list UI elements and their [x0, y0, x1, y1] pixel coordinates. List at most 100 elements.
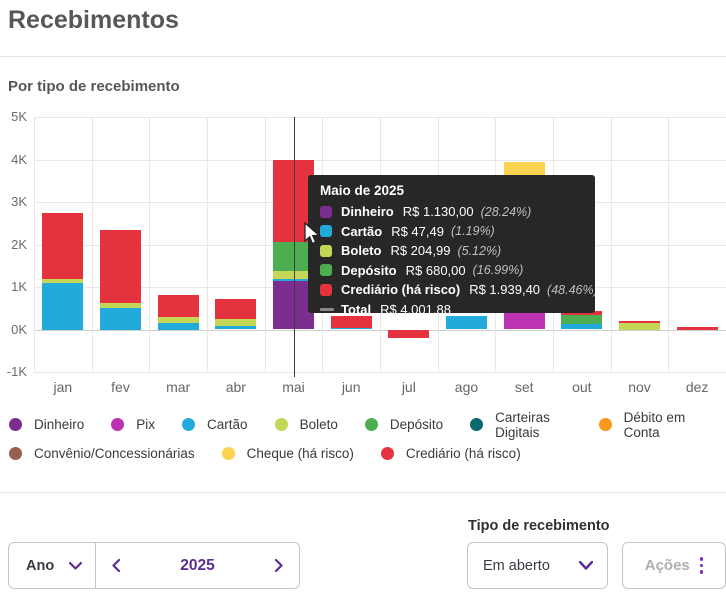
period-type-select[interactable]: Ano: [9, 543, 96, 588]
legend-item[interactable]: Crediário (há risco): [380, 446, 521, 461]
x-axis-month-label: jun: [341, 379, 361, 395]
gridline-v: [264, 117, 266, 372]
legend-row: Convênio/Concessionárias Cheque (há risco…: [0, 439, 726, 468]
bar-segment-fev[interactable]: [100, 302, 141, 309]
legend-color-dot: [598, 418, 612, 431]
legend-item[interactable]: Cartão: [182, 417, 248, 432]
legend-item-label: Cheque (há risco): [246, 446, 354, 461]
legend-item-label: Débito em Conta: [623, 409, 686, 440]
actions-button[interactable]: Ações: [622, 542, 726, 589]
bar-segment-out[interactable]: [561, 324, 603, 330]
tooltip-row: Crediário (há risco) R$ 1.939,40 (48.46%): [320, 280, 595, 300]
gridline-v: [207, 117, 208, 372]
chevron-right-icon[interactable]: [275, 559, 283, 572]
chevron-left-icon[interactable]: [112, 559, 120, 572]
legend-item[interactable]: Boleto: [274, 417, 338, 432]
legend-item[interactable]: Carteiras Digitais: [470, 410, 572, 440]
bar-segment-jun[interactable]: [330, 327, 372, 330]
x-axis-month-label: mai: [282, 379, 305, 395]
series-color-swatch: [320, 244, 332, 257]
tooltip-row: Boleto R$ 204,99 (5.12%): [320, 241, 583, 261]
actions-button-label: Ações: [644, 557, 690, 574]
mouse-cursor-icon: [304, 222, 321, 245]
tooltip-row: Total R$ 4.001,88: [320, 300, 583, 313]
y-axis-tick-label: 5K: [11, 109, 27, 124]
bar-segment-nov[interactable]: [619, 320, 660, 324]
chevron-down-icon: [69, 561, 82, 570]
x-axis-month-label: jan: [53, 379, 73, 395]
tooltip-series-value: R$ 4.001,88: [380, 301, 451, 313]
bar-segment-mar[interactable]: [157, 317, 199, 324]
period-navigator: Ano 2025: [8, 542, 300, 589]
legend-item[interactable]: Pix: [111, 417, 155, 432]
header-divider: [0, 56, 726, 57]
bar-segment-out[interactable]: [561, 311, 603, 316]
y-axis-tick-label: 3K: [11, 194, 27, 209]
bar-segment-abr[interactable]: [215, 318, 257, 326]
bar-segment-jan[interactable]: [42, 282, 84, 330]
kebab-menu-icon: [699, 555, 704, 575]
series-color-swatch: [320, 225, 332, 238]
year-stepper: 2025: [96, 543, 299, 588]
legend-item-label: Cartão: [207, 417, 248, 432]
legend-color-dot: [221, 447, 235, 460]
bar-segment-nov[interactable]: [619, 323, 660, 330]
legend-item[interactable]: Débito em Conta: [598, 409, 699, 440]
legend-item-label: Crediário (há risco): [405, 446, 521, 461]
y-axis-tick-label: 0K: [11, 321, 27, 337]
gridline-v: [91, 117, 93, 372]
legend-item[interactable]: Depósito: [364, 417, 444, 432]
receipt-type-value: Em aberto: [483, 557, 550, 574]
bar-segment-mar[interactable]: [157, 323, 199, 330]
chart-legend: Dinheiro Pix Cartão Boleto Depósito Carteiras…: [0, 410, 726, 468]
bar-segment-jan[interactable]: [42, 279, 84, 283]
y-axis-tick-label: 4K: [11, 151, 27, 167]
bar-segment-ago[interactable]: [446, 316, 487, 330]
bar-segment-jun[interactable]: [330, 316, 372, 328]
bar-segment-mar[interactable]: [157, 294, 199, 318]
gridline-v: [149, 117, 151, 372]
tooltip-series-percent: (48.46%): [547, 282, 595, 297]
receipt-type-label: Tipo de recebimento: [468, 518, 610, 534]
chart-tooltip: Maio de 2025 Dinheiro R$ 1.130,00 (28.24%)…: [308, 175, 595, 313]
tooltip-series-value: R$ 1.130,00: [402, 204, 474, 220]
x-axis-month-label: fev: [111, 379, 130, 395]
tooltip-series-label: Boleto: [341, 243, 382, 259]
tooltip-row: Dinheiro R$ 1.130,00 (28.24%): [320, 202, 583, 222]
legend-item[interactable]: Dinheiro: [9, 417, 84, 432]
receipt-type-select[interactable]: Em aberto: [467, 542, 608, 589]
x-axis-month-label: out: [572, 379, 592, 395]
x-axis-month-label: dez: [685, 379, 709, 395]
y-axis-tick-label: -1K: [6, 364, 27, 379]
tooltip-series-value: R$ 1.939,40: [469, 282, 541, 298]
legend-color-dot: [182, 418, 196, 431]
x-axis-month-label: abr: [225, 379, 246, 395]
legend-color-dot: [274, 418, 288, 431]
bar-segment-jul[interactable]: [388, 329, 430, 338]
legend-item-label: Depósito: [389, 417, 444, 432]
legend-item[interactable]: Cheque (há risco): [221, 446, 354, 461]
total-dash-swatch: [320, 307, 334, 311]
tooltip-series-value: R$ 680,00: [405, 262, 466, 278]
bar-segment-set[interactable]: [503, 161, 545, 178]
tooltip-series-percent: (1.19%): [450, 224, 495, 239]
bar-segment-dez[interactable]: [676, 327, 718, 330]
series-color-swatch: [320, 283, 332, 296]
bar-segment-fev[interactable]: [100, 229, 141, 303]
legend-color-dot: [470, 418, 484, 431]
gridline-v: [610, 117, 612, 372]
tooltip-series-value: R$ 47,49: [391, 223, 444, 239]
tooltip-row: Depósito R$ 680,00 (16.99%): [320, 261, 583, 281]
bar-segment-jan[interactable]: [42, 212, 84, 280]
legend-color-dot: [9, 447, 22, 460]
bar-segment-abr[interactable]: [215, 298, 257, 319]
bar-segment-abr[interactable]: [215, 325, 257, 330]
year-value: 2025: [180, 556, 215, 574]
tooltip-series-percent: (28.24%): [480, 204, 532, 219]
bar-segment-out[interactable]: [561, 315, 603, 325]
gridline-v: [668, 117, 670, 372]
x-axis-month-label: jul: [401, 379, 416, 395]
bar-segment-fev[interactable]: [100, 308, 141, 330]
legend-item[interactable]: Convênio/Concessionárias: [9, 446, 195, 461]
